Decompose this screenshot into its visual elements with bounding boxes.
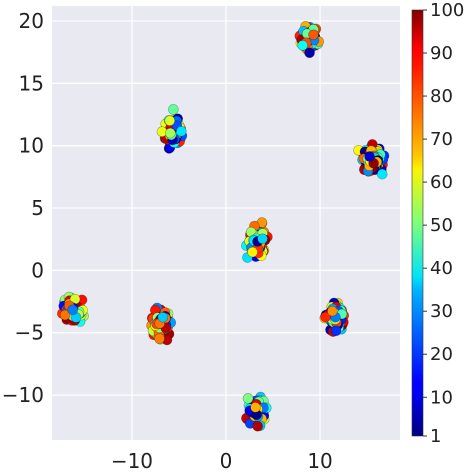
y-tick-label: 10 (19, 134, 44, 158)
y-tick-label: 5 (31, 196, 44, 220)
data-point (364, 151, 375, 162)
colorbar-tick-label: 70 (430, 129, 453, 150)
y-tick-label: −10 (2, 383, 44, 407)
colorbar-tick-label: 10 (430, 387, 453, 408)
data-point (247, 246, 258, 258)
cluster-6 (146, 302, 177, 346)
colorbar-tick-label: 80 (430, 86, 453, 107)
colorbar-tick-label: 40 (430, 258, 453, 279)
cluster-1 (294, 21, 325, 59)
data-point (164, 115, 176, 126)
colorbar (411, 9, 424, 437)
data-point (252, 420, 263, 432)
y-tick-label: 0 (31, 258, 44, 282)
x-tick-label: 10 (307, 449, 332, 473)
cluster-5 (56, 291, 89, 327)
x-tick-label: −10 (111, 449, 153, 473)
data-point (257, 233, 268, 245)
y-tick-label: −5 (15, 321, 44, 345)
data-point (157, 311, 169, 323)
data-point (308, 29, 319, 41)
colorbar-tick-label: 90 (430, 43, 453, 64)
cluster-7 (319, 297, 350, 337)
cluster-3 (353, 139, 390, 180)
data-point (304, 47, 315, 59)
cluster-4 (241, 217, 273, 263)
colorbar-tick-label: 20 (430, 344, 453, 365)
colorbar-ticks: 1 10 20 30 40 50 60 70 80 90 100 (423, 0, 464, 447)
data-point (176, 125, 187, 137)
data-point (330, 325, 342, 337)
data-point (242, 393, 254, 404)
data-point (250, 402, 261, 413)
data-point (154, 333, 165, 344)
data-point (297, 40, 308, 51)
data-point (376, 168, 388, 180)
x-axis-ticks: −10 0 10 (111, 449, 333, 473)
data-point (67, 304, 79, 316)
cluster-8 (241, 391, 272, 432)
y-tick-label: 15 (19, 71, 44, 95)
colorbar-tick-label: 50 (430, 215, 453, 236)
grid-lines (52, 6, 400, 440)
data-point (168, 104, 179, 115)
colorbar-tick-label: 30 (430, 301, 453, 322)
data-point (164, 127, 176, 139)
x-tick-label: 0 (220, 449, 233, 473)
data-points (56, 21, 390, 432)
y-tick-label: 20 (19, 9, 44, 33)
colorbar-tick-label: 60 (430, 172, 453, 193)
y-axis-ticks: −10 −5 0 5 10 15 20 (2, 9, 44, 407)
cluster-2 (156, 104, 188, 154)
colorbar-tick-label: 100 (430, 0, 464, 21)
data-point (59, 309, 71, 321)
data-point (327, 305, 338, 317)
colorbar-tick-label: 1 (430, 426, 441, 447)
